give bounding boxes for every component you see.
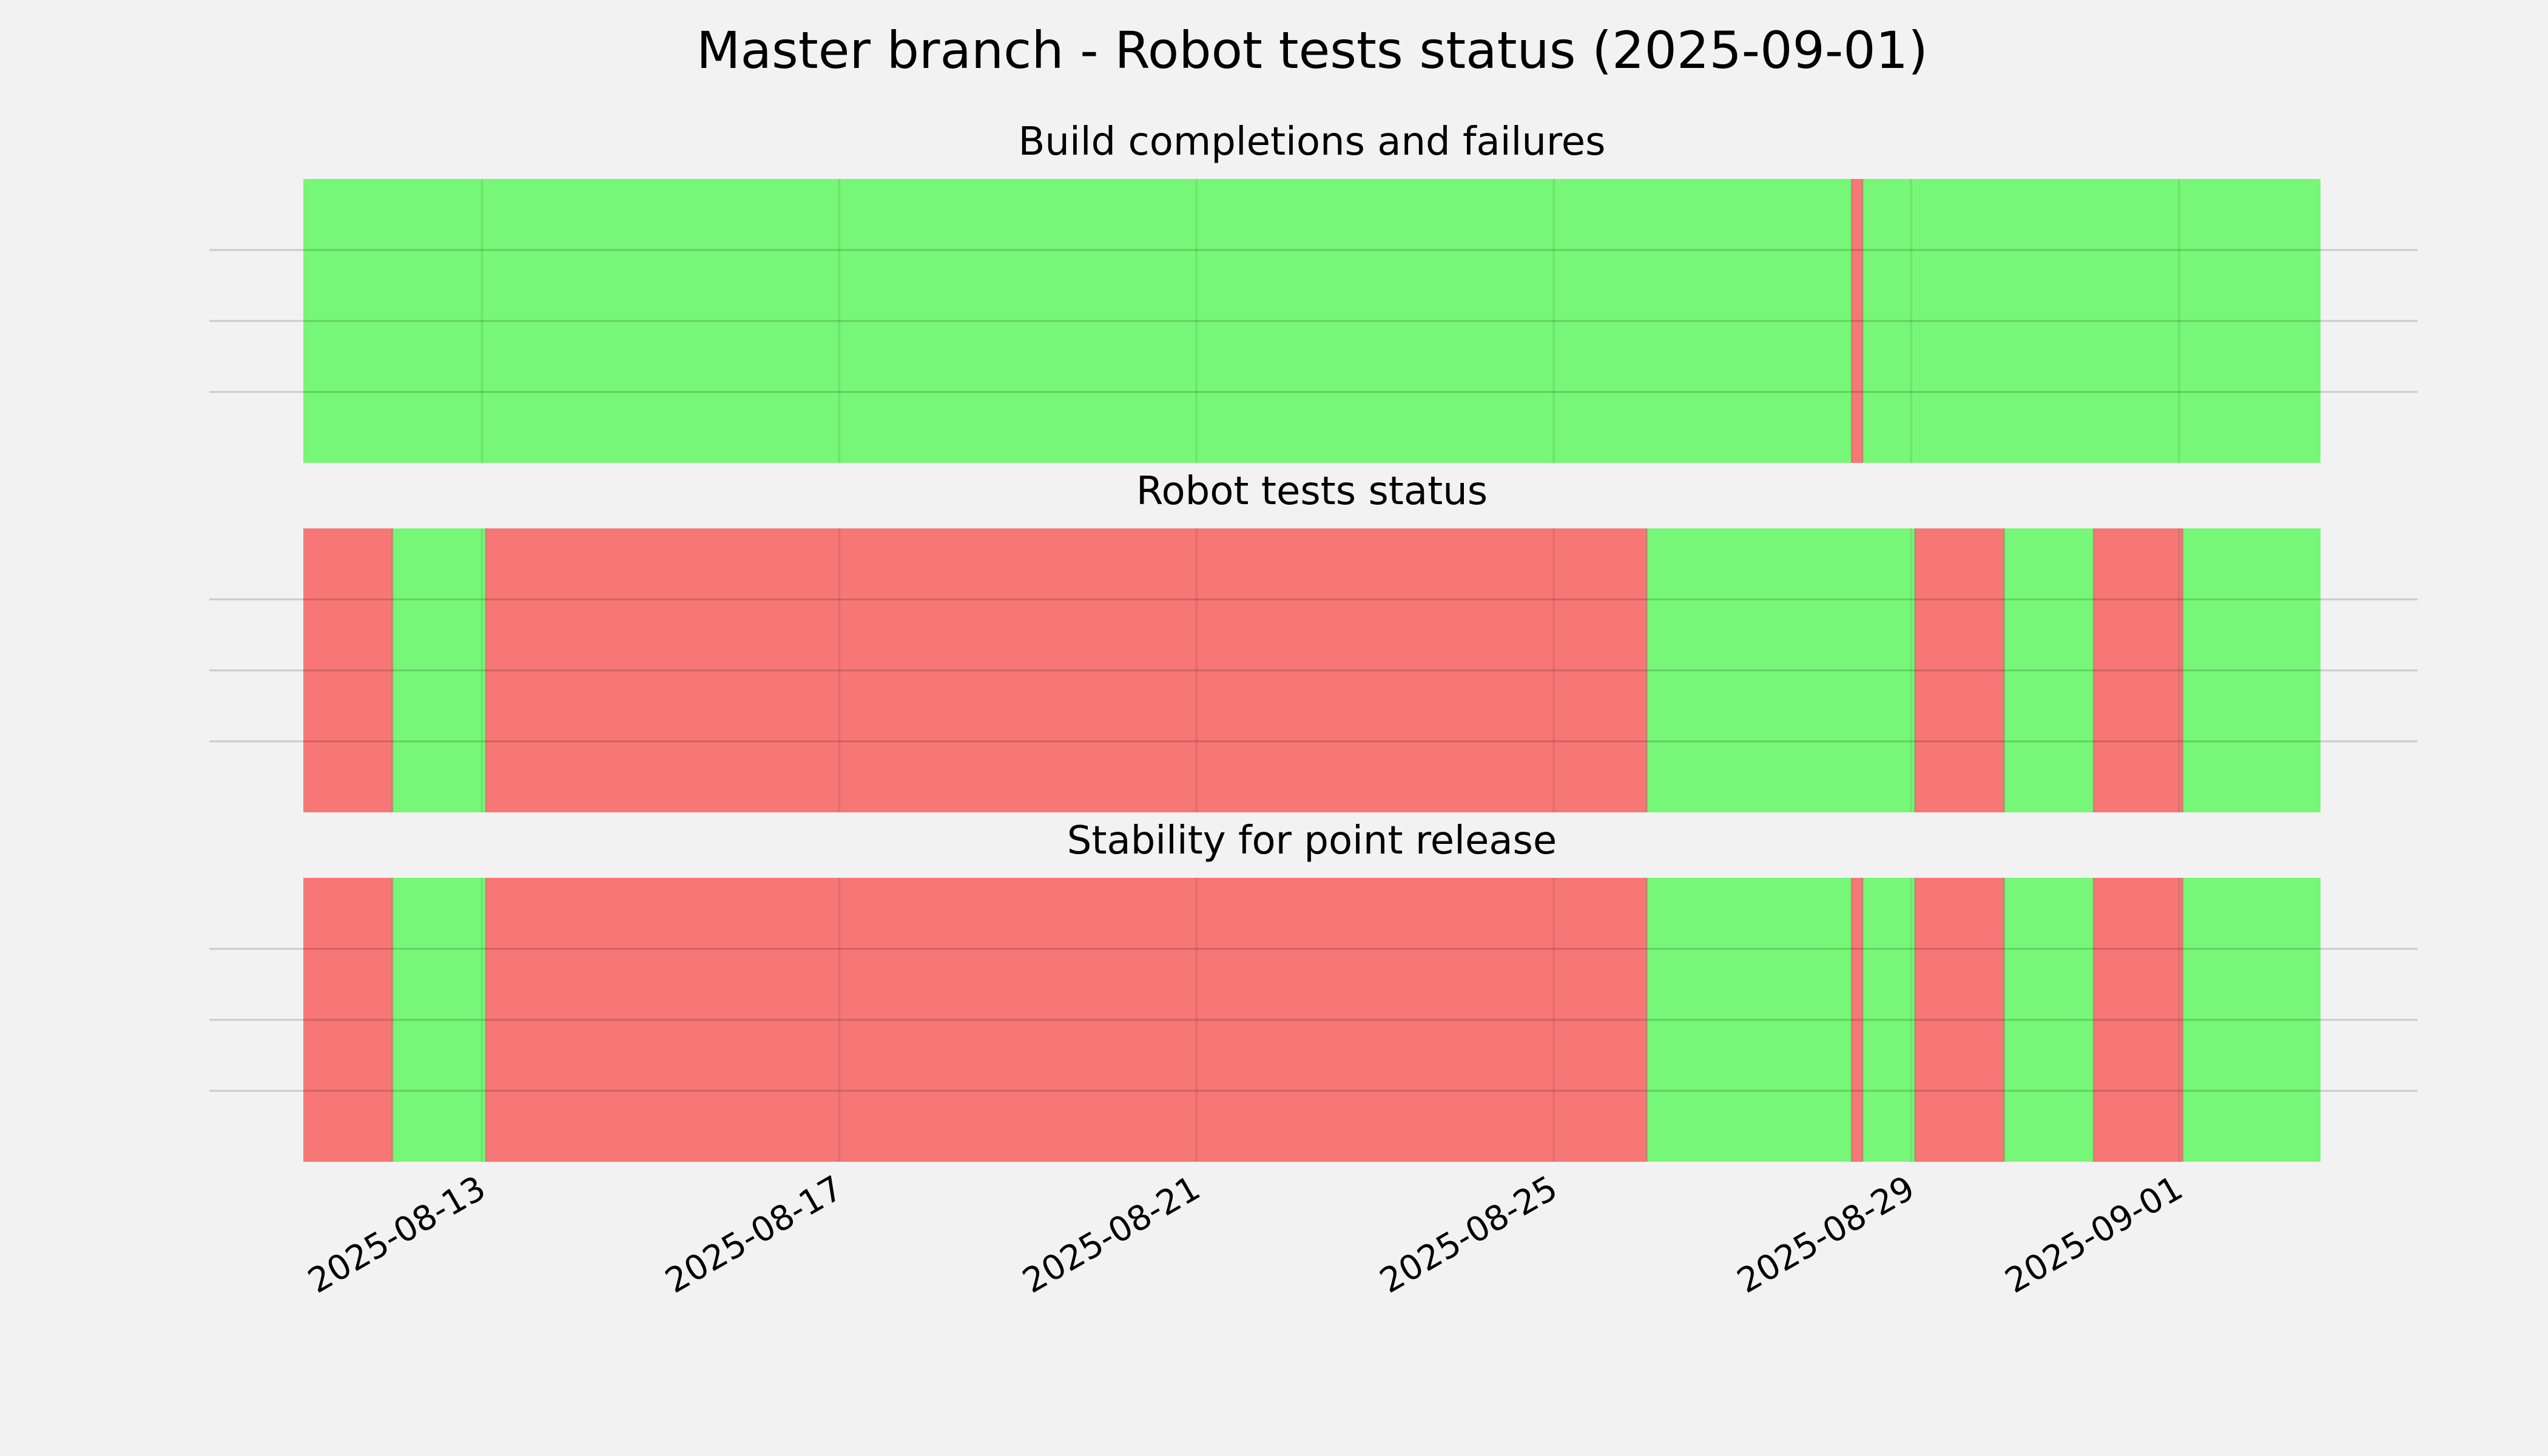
status-segment-fail	[303, 528, 393, 812]
status-segment-pass	[393, 528, 486, 812]
status-segment-pass	[2004, 528, 2094, 812]
status-segment-fail	[1852, 179, 1863, 463]
status-segment-pass	[2183, 878, 2320, 1162]
status-segment-fail	[2093, 528, 2183, 812]
status-segment-fail	[1915, 878, 2004, 1162]
panel-2: Robot tests status	[209, 469, 2418, 812]
status-segment-fail	[2093, 878, 2183, 1162]
status-segment-pass	[2183, 528, 2320, 812]
panels-group: Build completions and failures Robot test…	[209, 120, 2418, 1162]
status-segment-fail	[1915, 528, 2004, 812]
panel-1: Build completions and failures	[209, 120, 2418, 463]
panel-title: Robot tests status	[1136, 469, 1488, 514]
status-segment-pass	[303, 179, 1852, 463]
panel-title: Stability for point release	[1067, 818, 1557, 863]
status-segment-fail	[1852, 878, 1863, 1162]
status-segment-fail	[485, 528, 1647, 812]
panel-title: Build completions and failures	[1019, 120, 1606, 164]
status-segment-pass	[1862, 179, 2320, 463]
status-segment-fail	[303, 878, 393, 1162]
status-segment-pass	[1862, 878, 1915, 1162]
chart-title: Master branch - Robot tests status (2025…	[696, 21, 1928, 80]
status-segment-pass	[2004, 878, 2094, 1162]
status-segment-fail	[485, 878, 1647, 1162]
status-segment-pass	[393, 878, 486, 1162]
status-segment-pass	[1646, 878, 1852, 1162]
panel-3: Stability for point release	[209, 818, 2418, 1162]
status-segment-pass	[1646, 528, 1915, 812]
